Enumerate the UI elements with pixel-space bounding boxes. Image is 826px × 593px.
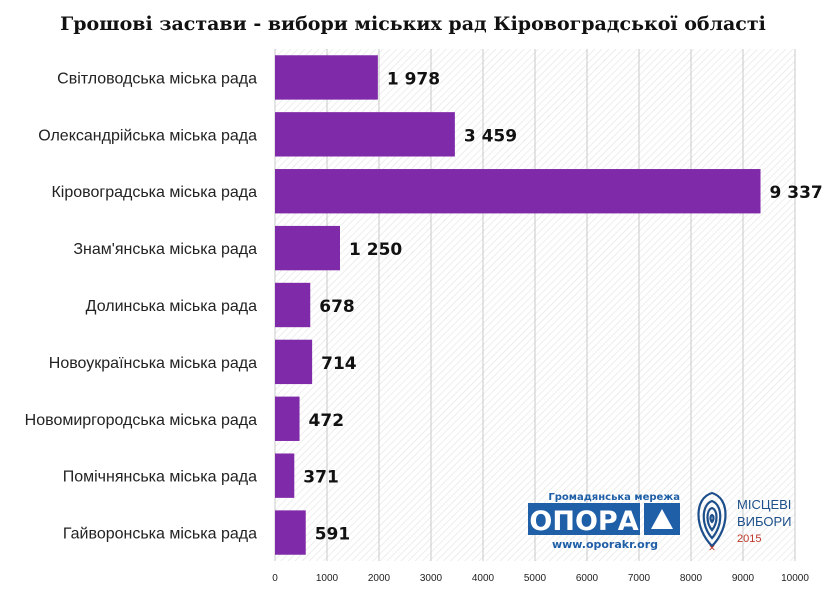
bar bbox=[275, 453, 295, 498]
data-label: 1 978 bbox=[387, 69, 440, 89]
x-tick-label: 10000 bbox=[781, 573, 809, 584]
value-labels: 1 978 3 459 9 337 1 250 678 714 472 371 591 bbox=[303, 69, 822, 544]
data-label: 591 bbox=[315, 525, 351, 545]
x-tick-label: 2000 bbox=[368, 573, 391, 584]
category-label: Помічнянська міська рада bbox=[63, 469, 257, 486]
x-tick-label: 9000 bbox=[732, 573, 755, 584]
x-tick-label: 0 bbox=[272, 573, 278, 584]
x-tick-label: 8000 bbox=[680, 573, 703, 584]
data-label: 714 bbox=[321, 354, 357, 374]
category-label: Новомиргородська міська рада bbox=[25, 412, 257, 429]
x-tick-label: 4000 bbox=[472, 573, 495, 584]
category-label: Новоукраїнська міська рада bbox=[49, 355, 257, 372]
category-label: Олександрійська міська рада bbox=[38, 127, 257, 144]
local-elections-logo: ✕ МІСЦЕВІ ВИБОРИ 2015 bbox=[697, 491, 792, 554]
data-label: 678 bbox=[319, 297, 355, 317]
bar bbox=[275, 396, 300, 441]
category-label: Знам'янська міська рада bbox=[73, 241, 257, 258]
bar bbox=[275, 510, 306, 555]
opora-logo-url: www.oporakr.org bbox=[552, 538, 658, 551]
x-tick-label: 3000 bbox=[420, 573, 443, 584]
opora-logo-box bbox=[528, 503, 640, 535]
bar bbox=[275, 112, 455, 157]
data-label: 472 bbox=[309, 411, 345, 431]
x-axis-ticks: 0 1000 2000 3000 4000 5000 6000 7000 8000 9000 100… bbox=[272, 573, 809, 584]
fingerprint-icon bbox=[697, 491, 727, 548]
bar bbox=[275, 282, 311, 328]
local-elections-line1: МІСЦЕВІ bbox=[737, 497, 791, 512]
category-label: Долинська міська рада bbox=[86, 298, 257, 315]
triangle-icon bbox=[651, 509, 673, 529]
data-label: 3 459 bbox=[464, 126, 517, 146]
x-tick-label: 6000 bbox=[576, 573, 599, 584]
local-elections-year: 2015 bbox=[737, 533, 761, 545]
bar bbox=[275, 169, 761, 214]
chart-title: Грошові застави - вибори міських рад Кір… bbox=[60, 13, 766, 35]
category-labels: Світловодська міська рада Олександрійська… bbox=[25, 70, 257, 542]
bars bbox=[275, 55, 761, 555]
opora-logo-name: ОПОРА bbox=[529, 506, 638, 537]
local-elections-line2: ВИБОРИ bbox=[737, 514, 792, 529]
opora-logo-tagline: Громадянська мережа bbox=[548, 492, 680, 503]
data-label: 371 bbox=[303, 468, 339, 488]
x-mark-icon: ✕ bbox=[708, 544, 716, 554]
category-label: Кіровоградська міська рада bbox=[51, 184, 257, 201]
category-label: Світловодська міська рада bbox=[57, 70, 257, 87]
x-tick-label: 5000 bbox=[524, 573, 547, 584]
bar bbox=[275, 339, 313, 385]
data-label: 1 250 bbox=[349, 240, 402, 260]
x-tick-label: 7000 bbox=[628, 573, 651, 584]
x-tick-label: 1000 bbox=[316, 573, 339, 584]
opora-logo: Громадянська мережа ОПОРА www.oporakr.or… bbox=[528, 492, 680, 551]
bar bbox=[275, 55, 378, 100]
data-label: 9 337 bbox=[770, 183, 823, 203]
bar bbox=[275, 225, 340, 271]
category-label: Гайворонська міська рада bbox=[63, 526, 257, 543]
